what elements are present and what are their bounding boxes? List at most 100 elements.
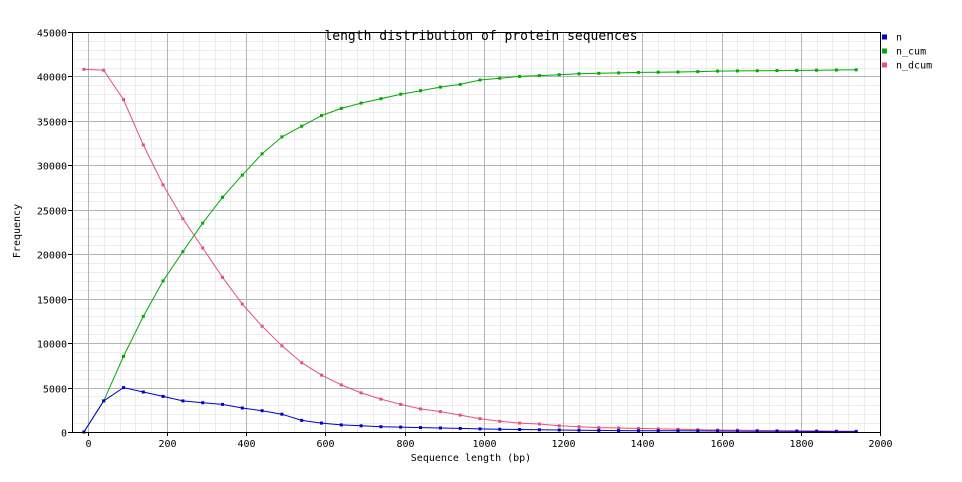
data-point-n_dcum: [399, 402, 403, 406]
data-point-n: [221, 402, 224, 406]
y-tick-label: 45000: [37, 29, 67, 40]
data-point-n: [339, 423, 343, 427]
data-point-n_cum: [696, 70, 700, 74]
data-point-n_cum: [260, 152, 264, 156]
data-point-n_dcum: [537, 422, 541, 426]
data-point-n_dcum: [82, 67, 86, 71]
data-point-n_cum: [815, 68, 819, 72]
data-point-n: [636, 429, 640, 433]
data-point-n_dcum: [260, 324, 264, 328]
x-tick-label: 1000: [472, 439, 496, 450]
data-point-n_cum: [141, 314, 145, 318]
y-tick-label: 25000: [37, 207, 67, 218]
data-point-n_dcum: [221, 275, 224, 279]
data-point-n_cum: [577, 72, 581, 76]
legend-label-n_dcum: n_dcum: [896, 61, 932, 72]
data-point-n_dcum: [478, 417, 482, 421]
data-point-n_cum: [795, 68, 799, 72]
data-point-n_cum: [359, 101, 363, 105]
plot-background: [72, 32, 880, 432]
data-point-n: [815, 430, 819, 433]
x-tick-label: 800: [396, 439, 414, 450]
data-point-n: [795, 429, 799, 433]
x-tick-label: 1800: [789, 439, 813, 450]
data-point-n_dcum: [656, 427, 660, 431]
data-point-n_cum: [280, 135, 284, 139]
data-point-n: [260, 409, 264, 413]
x-tick-label: 400: [237, 439, 255, 450]
data-point-n: [577, 428, 581, 432]
data-point-n: [438, 426, 442, 430]
y-tick-label: 15000: [37, 296, 67, 307]
data-point-n: [102, 399, 106, 403]
x-tick-label: 600: [316, 439, 334, 450]
data-point-n_dcum: [518, 421, 522, 425]
data-point-n_dcum: [201, 246, 205, 250]
data-point-n: [458, 426, 462, 430]
data-point-n_cum: [537, 74, 541, 78]
legend-marker-n_dcum: [882, 62, 887, 68]
x-tick-label: 1200: [551, 439, 575, 450]
data-point-n: [518, 428, 522, 431]
data-point-n: [735, 429, 739, 433]
data-point-n_cum: [339, 106, 343, 110]
data-point-n: [161, 394, 165, 398]
data-point-n_dcum: [379, 397, 383, 401]
data-point-n_cum: [438, 85, 442, 89]
data-point-n: [240, 406, 244, 410]
data-point-n_cum: [240, 173, 244, 177]
data-point-n_cum: [419, 89, 422, 93]
y-tick-label: 0: [61, 429, 67, 440]
data-point-n_cum: [320, 114, 323, 118]
data-point-n_dcum: [438, 410, 442, 414]
data-point-n_dcum: [122, 98, 125, 102]
data-point-n_cum: [676, 70, 680, 74]
y-axis-title: Frequency: [12, 204, 23, 258]
data-point-n_cum: [518, 74, 522, 78]
series-line-n_cum: [83, 69, 857, 433]
data-point-n_cum: [656, 70, 660, 74]
data-point-n_cum: [181, 250, 185, 254]
data-point-n: [696, 429, 700, 433]
data-point-n_cum: [379, 97, 383, 101]
data-point-n_dcum: [636, 426, 640, 430]
data-point-n: [359, 424, 363, 428]
data-point-n_dcum: [320, 373, 323, 377]
data-point-n_dcum: [577, 425, 581, 429]
data-point-n_dcum: [359, 391, 363, 395]
y-tick-label: 35000: [37, 118, 67, 129]
data-point-n_cum: [478, 78, 482, 82]
x-axis-title: Sequence length (bp): [411, 453, 531, 464]
data-point-n: [201, 401, 205, 405]
data-point-n_cum: [735, 69, 739, 73]
data-point-n: [320, 421, 323, 425]
chart-title: length distribution of protein sequences: [324, 29, 637, 44]
data-point-n_cum: [300, 124, 304, 128]
data-point-n: [854, 430, 858, 434]
data-point-n_dcum: [280, 344, 284, 348]
data-point-n_cum: [716, 69, 720, 73]
y-tick-label: 10000: [37, 340, 67, 351]
data-point-n_dcum: [458, 413, 462, 417]
data-point-n_cum: [755, 69, 759, 73]
data-point-n_cum: [617, 71, 621, 75]
x-tick-label: 2000: [868, 439, 892, 450]
data-point-n: [300, 418, 304, 422]
data-point-n_cum: [775, 69, 779, 73]
data-point-n_dcum: [617, 426, 621, 430]
data-point-n_cum: [597, 71, 601, 75]
y-tick-label: 20000: [37, 251, 67, 262]
data-point-n_dcum: [102, 68, 106, 72]
data-point-n: [280, 412, 284, 416]
data-point-n_cum: [221, 195, 224, 199]
series-line-n: [83, 387, 857, 433]
data-point-n_cum: [557, 73, 561, 77]
data-point-n_cum: [161, 279, 165, 283]
plot-frame: [72, 32, 881, 433]
data-point-n: [379, 425, 383, 429]
x-tick-label: 1600: [710, 439, 734, 450]
x-tick-label: 1400: [630, 439, 654, 450]
data-point-n_dcum: [498, 419, 502, 423]
data-point-n_dcum: [557, 424, 561, 428]
